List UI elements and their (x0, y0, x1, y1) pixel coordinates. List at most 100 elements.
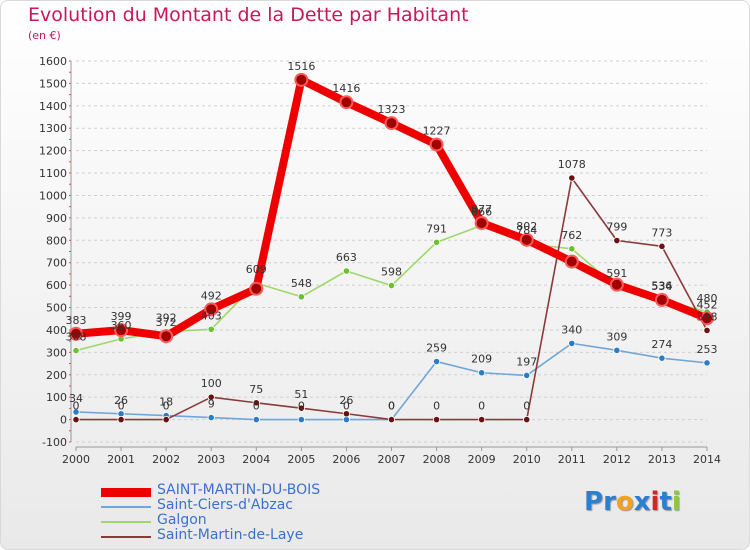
data-point-saint-martin-de-laye (117, 415, 125, 424)
series-line-saint-martin-de-laye (76, 177, 708, 421)
data-label: 0 (433, 400, 440, 413)
x-tick-label: 2003 (197, 453, 225, 466)
x-tick-label: 2014 (693, 453, 721, 466)
data-point-saint-martin-du-bois (384, 116, 399, 131)
data-label: 308 (66, 331, 87, 344)
x-tick-label: 2012 (603, 453, 631, 466)
data-point-saint-ciers-d-abzac (432, 357, 441, 366)
data-point-galgon (342, 267, 351, 275)
data-point-saint-martin-du-bois (429, 137, 444, 152)
legend-label: Galgon (157, 512, 207, 528)
data-label: 1078 (558, 158, 586, 171)
data-point-saint-ciers-d-abzac (72, 408, 80, 416)
y-tick-label: 1300 (39, 122, 67, 135)
data-label: 1323 (378, 103, 406, 116)
data-point-saint-martin-du-bois (700, 311, 714, 326)
data-point-saint-martin-de-laye (568, 174, 576, 182)
data-label: 9 (208, 398, 215, 411)
data-point-galgon (72, 346, 80, 355)
x-tick-label: 2007 (378, 453, 406, 466)
chart-title: Evolution du Montant de la Dette par Hab… (28, 4, 469, 26)
data-point-saint-ciers-d-abzac (252, 415, 260, 424)
data-label: 0 (163, 400, 170, 413)
data-point-saint-ciers-d-abzac (523, 371, 531, 380)
x-tick-label: 2008 (423, 453, 451, 466)
legend-swatch (101, 521, 151, 523)
data-point-saint-martin-du-bois (519, 232, 534, 247)
data-point-galgon (207, 325, 215, 333)
data-label: 591 (606, 267, 627, 280)
data-label: 259 (426, 342, 447, 355)
y-tick-label: 600 (46, 279, 67, 292)
data-label: 403 (201, 309, 222, 322)
data-point-saint-martin-de-laye (342, 410, 351, 418)
data-point-saint-martin-de-laye (658, 242, 666, 250)
data-point-saint-martin-du-bois (114, 323, 129, 338)
data-label: 802 (516, 220, 537, 233)
data-point-galgon (568, 245, 576, 253)
proxiti-logo: Proxiti (584, 487, 681, 517)
data-point-saint-martin-du-bois (654, 292, 669, 307)
x-tick-label: 2005 (287, 453, 315, 466)
data-point-saint-ciers-d-abzac (658, 354, 666, 362)
data-point-saint-martin-de-laye (523, 415, 531, 424)
data-label: 209 (471, 353, 492, 366)
data-point-saint-martin-du-bois (249, 281, 264, 296)
data-label: 0 (118, 400, 125, 413)
x-tick-label: 2009 (468, 453, 496, 466)
data-label: 392 (156, 312, 177, 325)
data-label: 492 (201, 289, 222, 302)
data-point-saint-martin-de-laye (478, 415, 486, 424)
data-label: 51 (294, 388, 308, 401)
chart-subtitle: (en €) (28, 29, 61, 42)
data-label: 663 (336, 251, 357, 264)
data-point-galgon (387, 281, 396, 290)
data-label: 26 (339, 394, 353, 407)
x-tick-label: 2006 (332, 453, 360, 466)
data-label: 762 (561, 229, 582, 242)
x-tick-label: 2004 (242, 453, 270, 466)
data-label: 548 (291, 277, 312, 290)
data-point-saint-martin-de-laye (297, 404, 305, 412)
y-tick-label: 1000 (39, 189, 67, 202)
data-label: 372 (156, 316, 177, 329)
y-tick-label: 700 (46, 257, 67, 270)
data-point-saint-martin-de-laye (613, 236, 621, 245)
data-label: 866 (471, 206, 492, 219)
y-tick-label: 1400 (39, 100, 67, 113)
data-point-saint-martin-de-laye (252, 399, 260, 407)
line-chart: -100010020030040050060070080090010001100… (39, 55, 721, 466)
data-label: 399 (111, 310, 132, 323)
data-point-saint-martin-du-bois (339, 95, 354, 110)
data-point-saint-martin-de-laye (387, 415, 396, 424)
data-point-saint-martin-du-bois (204, 302, 219, 317)
data-label: 609 (246, 263, 267, 276)
x-tick-label: 2011 (558, 453, 586, 466)
y-tick-label: 100 (46, 391, 67, 404)
data-label: 253 (697, 343, 718, 356)
data-point-saint-ciers-d-abzac (613, 346, 621, 354)
data-label: 536 (651, 279, 672, 292)
data-label: 383 (66, 314, 87, 327)
data-point-galgon (297, 293, 305, 301)
y-tick-label: -100 (42, 436, 67, 449)
data-point-saint-martin-du-bois (159, 329, 174, 344)
data-point-saint-martin-du-bois (69, 326, 83, 341)
data-point-galgon (432, 238, 441, 246)
y-tick-label: 300 (46, 346, 67, 359)
legend-item: Galgon (101, 512, 361, 530)
legend-swatch (101, 487, 151, 497)
data-point-saint-martin-du-bois (474, 216, 489, 231)
data-label: 452 (697, 298, 718, 311)
data-point-saint-martin-du-bois (564, 254, 579, 269)
y-tick-label: 1600 (39, 55, 67, 68)
y-tick-label: 200 (46, 369, 67, 382)
data-label: 480 (697, 292, 718, 305)
x-tick-label: 2001 (107, 453, 135, 466)
data-label: 1416 (332, 82, 360, 95)
y-tick-label: 1500 (39, 77, 67, 90)
legend-swatch (101, 506, 151, 508)
data-label: 1227 (423, 125, 451, 138)
data-label: 598 (381, 266, 402, 279)
